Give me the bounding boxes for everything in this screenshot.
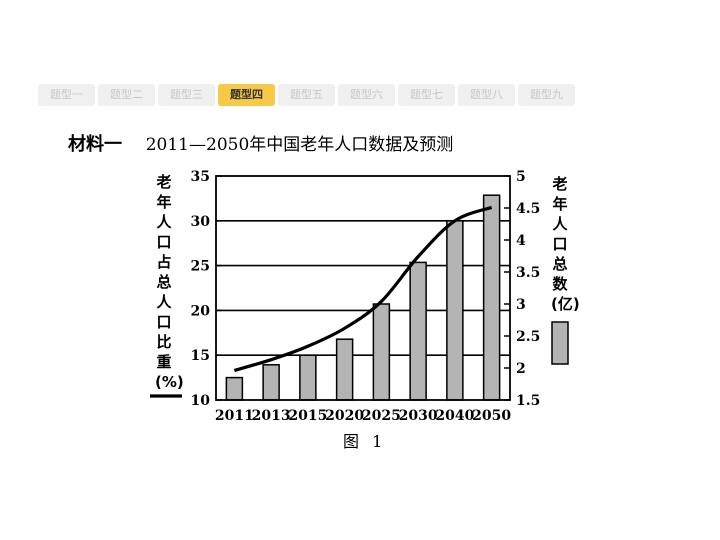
right-tick-label: 4.5 (516, 201, 540, 217)
right-tick-label: 2.5 (516, 329, 540, 345)
right-tick-label: 4 (516, 233, 526, 249)
left-tick-label: 30 (191, 214, 211, 230)
x-tick-label: 2020 (325, 408, 364, 424)
material-label: 材料一 (68, 134, 122, 155)
tab-8[interactable]: 题型八 (458, 84, 515, 106)
x-tick-label: 2030 (399, 408, 438, 424)
bar-2040 (446, 220, 464, 401)
bar-2020 (335, 338, 354, 401)
x-tick-label: 2013 (252, 408, 291, 424)
x-tick-label: 2050 (472, 408, 511, 424)
bar-2011 (225, 376, 244, 401)
series-line-proportion (233, 205, 493, 372)
bar-2025 (372, 303, 391, 401)
legend-bar-key (551, 321, 569, 365)
right-tick-label: 3 (516, 297, 526, 313)
left-tick-label: 35 (191, 169, 210, 185)
left-tick-label: 25 (191, 259, 210, 275)
tab-1[interactable]: 题型一 (38, 84, 95, 106)
bar-2013 (262, 364, 280, 401)
material-heading: 材料一 2011—2050年中国老年人口数据及预测 (68, 130, 453, 156)
right-tick-label: 3.5 (516, 265, 540, 281)
left-tick-label: 15 (191, 348, 210, 364)
chart-title: 2011—2050年中国老年人口数据及预测 (145, 135, 454, 155)
left-tick-label: 10 (191, 393, 211, 409)
tab-3[interactable]: 题型三 (158, 84, 215, 106)
x-tick-label: 2011 (215, 408, 254, 424)
figure-caption: 图 1 (343, 432, 387, 451)
right-tick-label: 2 (516, 361, 526, 377)
bar-2050 (482, 194, 501, 401)
tab-6[interactable]: 题型六 (338, 84, 395, 106)
left-axis-label: 老年人口占总人口比重(%) (155, 173, 184, 391)
plot-frame (215, 175, 511, 401)
tab-9[interactable]: 题型九 (518, 84, 575, 106)
bar-2030 (409, 261, 427, 401)
right-tick-label: 5 (516, 169, 526, 185)
tab-4[interactable]: 题型四 (218, 84, 275, 106)
tab-2[interactable]: 题型二 (98, 84, 155, 106)
x-tick-label: 2040 (435, 408, 474, 424)
x-tick-label: 2025 (362, 408, 401, 424)
right-tick-label: 1.5 (516, 393, 540, 409)
tab-7[interactable]: 题型七 (398, 84, 455, 106)
x-tick-label: 2015 (288, 408, 327, 424)
question-type-tabs: 题型一 题型二 题型三 题型四 题型五 题型六 题型七 题型八 题型九 (38, 84, 575, 106)
tab-5[interactable]: 题型五 (278, 84, 335, 106)
bar-2015 (299, 354, 317, 401)
left-tick-label: 20 (191, 303, 211, 319)
